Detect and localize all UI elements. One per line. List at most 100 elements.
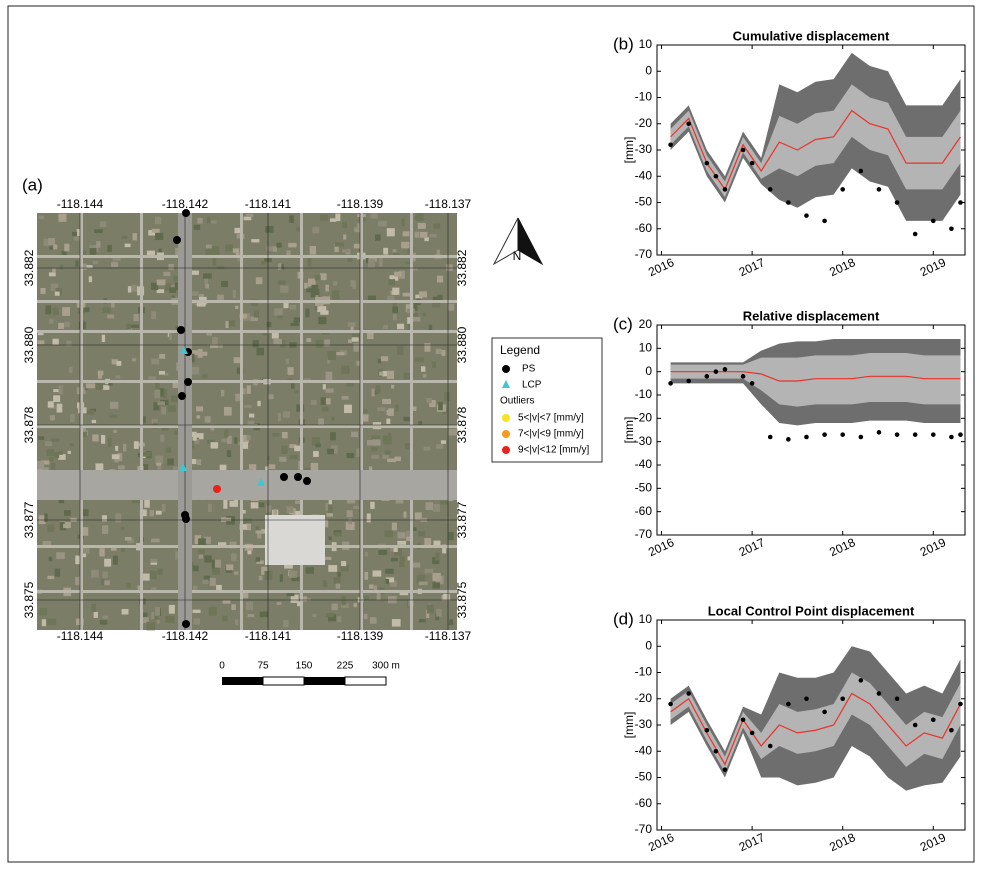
map-texture	[363, 613, 368, 620]
map-texture	[331, 290, 340, 300]
map-texture	[347, 256, 353, 262]
map-texture	[197, 549, 206, 555]
y-tick-label: -20	[635, 691, 653, 705]
map-texture	[328, 504, 333, 513]
data-point	[876, 430, 882, 435]
map-texture	[257, 400, 261, 407]
mean-line	[670, 109, 961, 191]
map-texture	[340, 565, 349, 572]
map-texture	[91, 603, 97, 612]
map-texture	[58, 322, 65, 329]
map-texture	[224, 429, 229, 438]
y-tick-label: 20	[639, 317, 653, 331]
map-texture	[189, 458, 197, 465]
map-texture	[433, 540, 441, 548]
map-texture	[242, 441, 249, 449]
y-tick-label: -60	[635, 796, 653, 810]
map-texture	[283, 411, 291, 418]
map-texture	[82, 547, 90, 554]
map-texture	[402, 231, 410, 237]
map-texture	[403, 373, 412, 380]
map-texture	[241, 510, 246, 514]
map-texture	[290, 594, 299, 603]
map-texture	[286, 506, 294, 513]
lcp-point	[179, 463, 187, 471]
map-texture	[75, 555, 81, 565]
map-texture	[435, 552, 440, 561]
map-texture	[174, 430, 181, 435]
map-texture	[157, 568, 163, 576]
map-texture	[225, 320, 229, 329]
map-texture	[171, 284, 177, 291]
scale-label: 75	[257, 661, 269, 672]
data-point	[668, 701, 673, 707]
map-tick-label: -118.142	[162, 629, 209, 643]
map-texture	[84, 387, 89, 391]
map-texture	[341, 396, 349, 400]
map-texture	[426, 609, 430, 618]
map-texture	[209, 577, 216, 587]
map-texture	[357, 223, 361, 230]
map-texture	[426, 397, 432, 404]
map-texture	[102, 307, 111, 313]
road	[140, 213, 143, 630]
map-texture	[190, 291, 199, 296]
map-texture	[279, 456, 287, 462]
map-texture	[48, 238, 56, 246]
data-point	[894, 200, 900, 205]
map-texture	[443, 593, 450, 600]
map-texture	[420, 231, 428, 238]
map-texture	[115, 513, 122, 523]
ps-point	[178, 392, 186, 400]
map-texture	[415, 294, 423, 299]
map-texture	[414, 357, 424, 362]
map-texture	[133, 314, 139, 322]
map-texture	[131, 358, 137, 362]
map-texture	[424, 568, 434, 574]
north-arrow: N	[492, 217, 544, 266]
map-texture	[291, 383, 295, 389]
map-tick-label: 33.877	[22, 501, 36, 538]
map-texture	[149, 509, 155, 517]
map-texture	[440, 500, 448, 505]
map-texture	[104, 558, 112, 567]
map-texture	[406, 536, 413, 541]
map-texture	[388, 279, 396, 286]
map-texture	[250, 502, 259, 509]
map-texture	[412, 267, 418, 271]
map-texture	[205, 248, 215, 256]
map-texture	[249, 464, 257, 472]
map-texture	[364, 571, 369, 580]
lcp-point	[180, 346, 188, 354]
map-texture	[208, 503, 212, 512]
map-texture	[368, 466, 373, 474]
map-texture	[64, 243, 70, 252]
map-texture	[330, 432, 336, 441]
map-texture	[326, 513, 334, 517]
map-texture	[322, 398, 331, 405]
map-texture	[38, 436, 45, 440]
map-texture	[102, 615, 109, 619]
map-texture	[393, 545, 398, 553]
map-texture	[435, 613, 440, 621]
data-point	[704, 160, 710, 166]
map-texture	[244, 405, 252, 409]
map-texture	[156, 462, 162, 466]
map-texture	[333, 281, 338, 286]
map-texture	[414, 512, 422, 521]
y-tick-label: -10	[635, 665, 653, 679]
map-texture	[54, 291, 60, 296]
map-texture	[58, 454, 66, 460]
map-texture	[391, 619, 401, 627]
map-texture	[155, 232, 164, 241]
map-texture	[66, 340, 72, 347]
map-texture	[255, 530, 264, 534]
data-point	[767, 187, 773, 192]
map-texture	[283, 300, 289, 309]
map-texture	[59, 264, 63, 270]
map-texture	[350, 325, 354, 331]
map-texture	[395, 499, 404, 504]
map-texture	[405, 530, 412, 537]
map-texture	[308, 278, 316, 287]
